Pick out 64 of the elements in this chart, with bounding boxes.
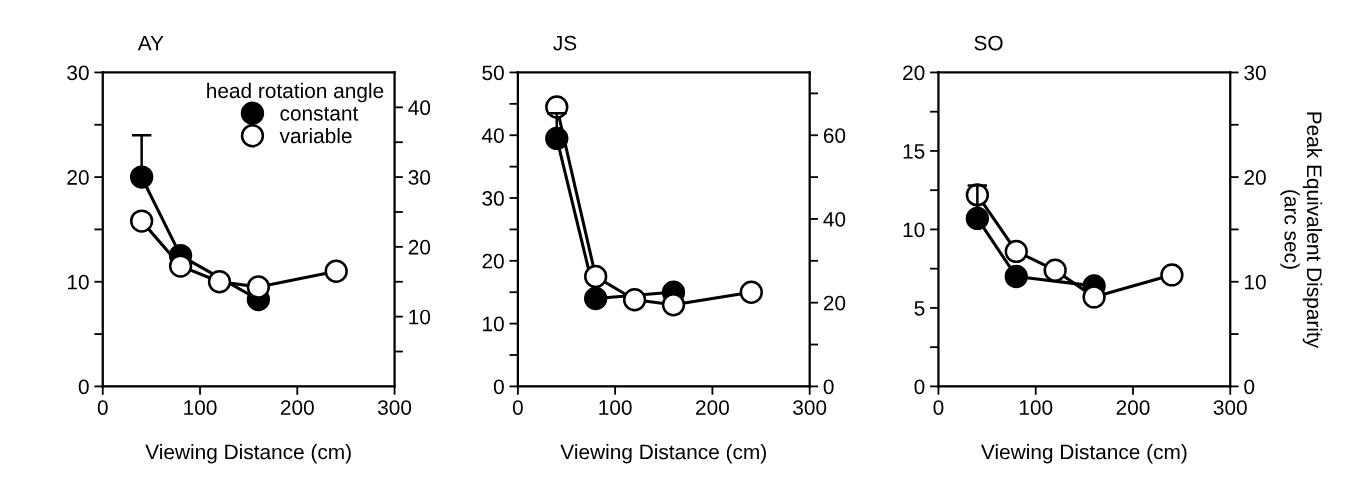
y-tick-label: 0 [78,379,89,395]
x-tick-label: 300 [377,400,412,415]
x-tick-label: 200 [696,400,729,415]
x-axis-title: Viewing Distance (cm) [145,444,351,464]
point [622,288,647,312]
point [739,280,763,304]
y2-tick-label: 30 [1244,65,1266,81]
x-tick-label: 0 [933,400,944,415]
point [1160,263,1184,287]
point [1082,285,1106,309]
x-axis-title: Viewing Distance (cm) [560,444,766,464]
point [129,209,154,233]
y-tick-label: 10 [483,316,504,332]
y2-tick-label: 0 [1244,379,1255,395]
y-tick-label: 40 [481,128,504,143]
x-tick-label: 0 [97,400,108,415]
y2-tick-label: 40 [408,100,431,116]
y-tick-label: 0 [493,379,504,395]
point [168,254,193,278]
y-tick-label: 0 [914,379,925,395]
point [246,275,271,299]
y2-tick-label: 20 [408,239,431,255]
chart-title: SO [974,35,1003,51]
x-tick-label: 100 [599,400,632,415]
chart-title: AY [137,35,164,51]
point [584,264,608,289]
point [661,293,686,317]
y-tick-label: 20 [903,65,925,81]
y-tick-label: 50 [482,65,504,81]
legend-label: variable [279,127,352,144]
x-tick-label: 0 [512,400,523,415]
point [1004,264,1028,289]
y2-tick-label: 20 [1244,170,1266,185]
legend-title: head rotation angle [207,82,384,103]
x-tick-label: 200 [280,400,314,415]
y-tick-label: 15 [903,144,925,159]
y2-tick-label: 20 [823,295,846,311]
y2-tick-label: 30 [408,170,431,185]
y-tick-label: 5 [914,301,925,316]
x-axis-title: Viewing Distance (cm) [981,444,1187,464]
y-tick-label: 30 [482,191,504,206]
y-tick-label: 10 [67,274,89,290]
y2-tick-label: 60 [823,128,846,143]
point [207,270,232,294]
x-tick-label: 100 [1019,400,1053,415]
y2-tick-label: 10 [409,309,431,325]
y2-tick-label: 10 [1245,274,1266,290]
point [584,286,608,311]
y-tick-label: 30 [67,65,89,81]
y-tick-label: 20 [482,253,504,269]
point [1043,258,1067,282]
point [324,259,348,283]
x-tick-label: 300 [1213,400,1247,415]
y2-tick-label: 0 [823,379,834,395]
y-tick-label: 10 [903,222,925,238]
y-tick-label: 20 [67,170,89,185]
x-tick-label: 200 [1116,400,1150,415]
y2-axis-title: Peak Equivalent Disparity (arc sec) [1280,112,1323,349]
legend-label: constant [280,107,359,121]
x-tick-label: 300 [793,400,827,415]
x-tick-label: 100 [184,400,217,415]
point [1004,239,1028,264]
y2-tick-label: 40 [823,211,846,227]
chart-title: JS [553,35,577,51]
